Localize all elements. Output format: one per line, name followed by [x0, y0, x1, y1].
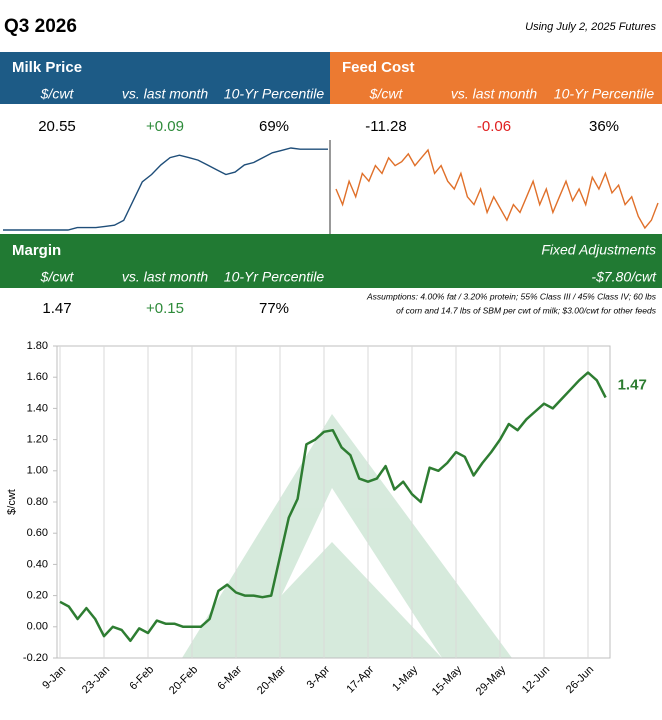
x-tick-label: 3-Apr — [305, 663, 333, 691]
y-tick-label: 0.40 — [27, 558, 48, 570]
page-note: Using July 2, 2025 Futures — [525, 21, 656, 33]
y-tick-label: 0.00 — [27, 621, 48, 633]
assumptions: Assumptions: 4.00% fat / 3.20% protein; … — [366, 291, 657, 301]
y-tick-label: 0.60 — [27, 527, 48, 539]
change: -0.06 — [477, 118, 511, 135]
x-tick-label: 15-May — [430, 663, 465, 698]
margin-line — [59, 371, 607, 643]
sparkline — [3, 147, 328, 231]
column-label: 10-Yr Percentile — [224, 269, 325, 285]
x-tick-label: 1-May — [390, 663, 420, 693]
feed-header — [330, 52, 662, 104]
sparkline — [335, 148, 659, 230]
x-tick-label: 23-Jan — [80, 664, 112, 696]
panel-title: Milk Price — [12, 59, 82, 76]
y-tick-label: -0.20 — [23, 652, 48, 664]
x-tick-label: 12-Jun — [520, 664, 552, 696]
column-label: vs. last month — [122, 86, 209, 102]
column-label: $/cwt — [40, 269, 75, 285]
change: +0.09 — [146, 118, 184, 135]
column-label: $/cwt — [369, 86, 404, 102]
value: 1.47 — [42, 300, 71, 317]
column-label: 10-Yr Percentile — [224, 86, 325, 102]
change: +0.15 — [146, 300, 184, 317]
percentile: 77% — [259, 300, 289, 317]
y-tick-label: 1.00 — [27, 465, 48, 477]
percentile: 36% — [589, 118, 619, 135]
value: 20.55 — [38, 118, 76, 135]
milk-header — [0, 52, 330, 104]
end-label: 1.47 — [618, 376, 647, 393]
panel-title: Margin — [12, 242, 61, 259]
y-tick-label: 1.20 — [27, 434, 48, 446]
adjustments-title: Fixed Adjustments — [541, 242, 656, 258]
x-tick-label: 17-Apr — [344, 663, 376, 695]
percentile: 69% — [259, 118, 289, 135]
x-tick-label: 29-May — [474, 663, 509, 698]
y-tick-label: 1.80 — [27, 340, 48, 352]
x-tick-label: 26-Jun — [564, 664, 596, 696]
y-tick-label: 0.80 — [27, 496, 48, 508]
y-axis-label: $/cwt — [6, 489, 18, 515]
x-tick-label: 20-Mar — [255, 663, 288, 696]
value: -11.28 — [365, 118, 406, 135]
page-title: Q3 2026 — [4, 16, 77, 37]
assumptions: of corn and 14.7 lbs of SBM per cwt of m… — [396, 305, 657, 315]
y-tick-label: 0.20 — [27, 590, 48, 602]
adjustments-value: -$7.80/cwt — [591, 269, 657, 285]
column-label: 10-Yr Percentile — [554, 86, 655, 102]
panel-title: Feed Cost — [342, 59, 415, 76]
column-label: $/cwt — [40, 86, 75, 102]
y-tick-label: 1.40 — [27, 402, 48, 414]
margin-header — [0, 234, 662, 288]
x-tick-label: 6-Mar — [215, 663, 244, 692]
y-tick-label: 1.60 — [27, 371, 48, 383]
x-tick-label: 9-Jan — [40, 664, 68, 692]
column-label: vs. last month — [122, 269, 209, 285]
column-label: vs. last month — [451, 86, 538, 102]
x-tick-label: 20-Feb — [167, 664, 200, 697]
x-tick-label: 6-Feb — [127, 664, 156, 693]
